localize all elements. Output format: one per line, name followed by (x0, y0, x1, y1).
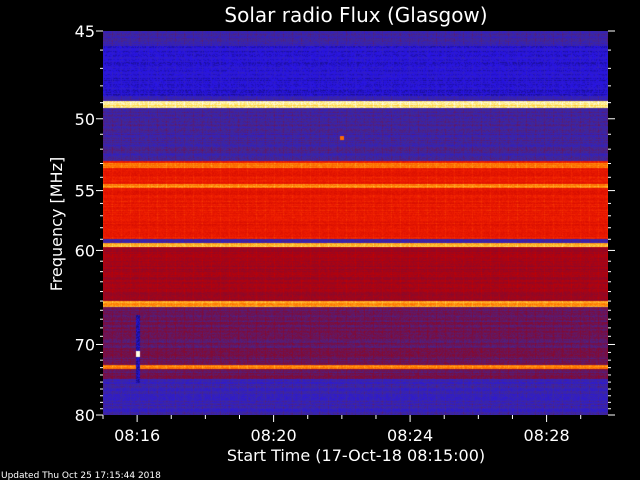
x-tick-label: 08:16 (114, 426, 160, 445)
y-axis-ticks: 45 50 55 60 70 80 (75, 22, 615, 425)
x-tick-label: 08:20 (251, 426, 297, 445)
x-axis-ticks: 08:16 08:20 08:24 08:28 (102, 415, 582, 445)
x-axis-label: Start Time (17-Oct-18 08:15:00) (227, 446, 485, 465)
spectrogram-image (103, 31, 608, 415)
y-axis-label: Frequency [MHz] (47, 157, 66, 291)
y-tick-label: 60 (75, 241, 95, 260)
x-tick-label: 08:24 (387, 426, 433, 445)
y-tick-label: 80 (75, 406, 95, 425)
y-tick-label: 70 (75, 335, 95, 354)
y-tick-label: 50 (75, 110, 95, 129)
updated-timestamp: Updated Thu Oct 25 17:15:44 2018 (1, 471, 161, 480)
chart-title: Solar radio Flux (Glasgow) (224, 3, 487, 27)
x-tick-label: 08:28 (524, 426, 570, 445)
y-tick-label: 45 (75, 22, 95, 41)
y-tick-label: 55 (75, 182, 95, 201)
